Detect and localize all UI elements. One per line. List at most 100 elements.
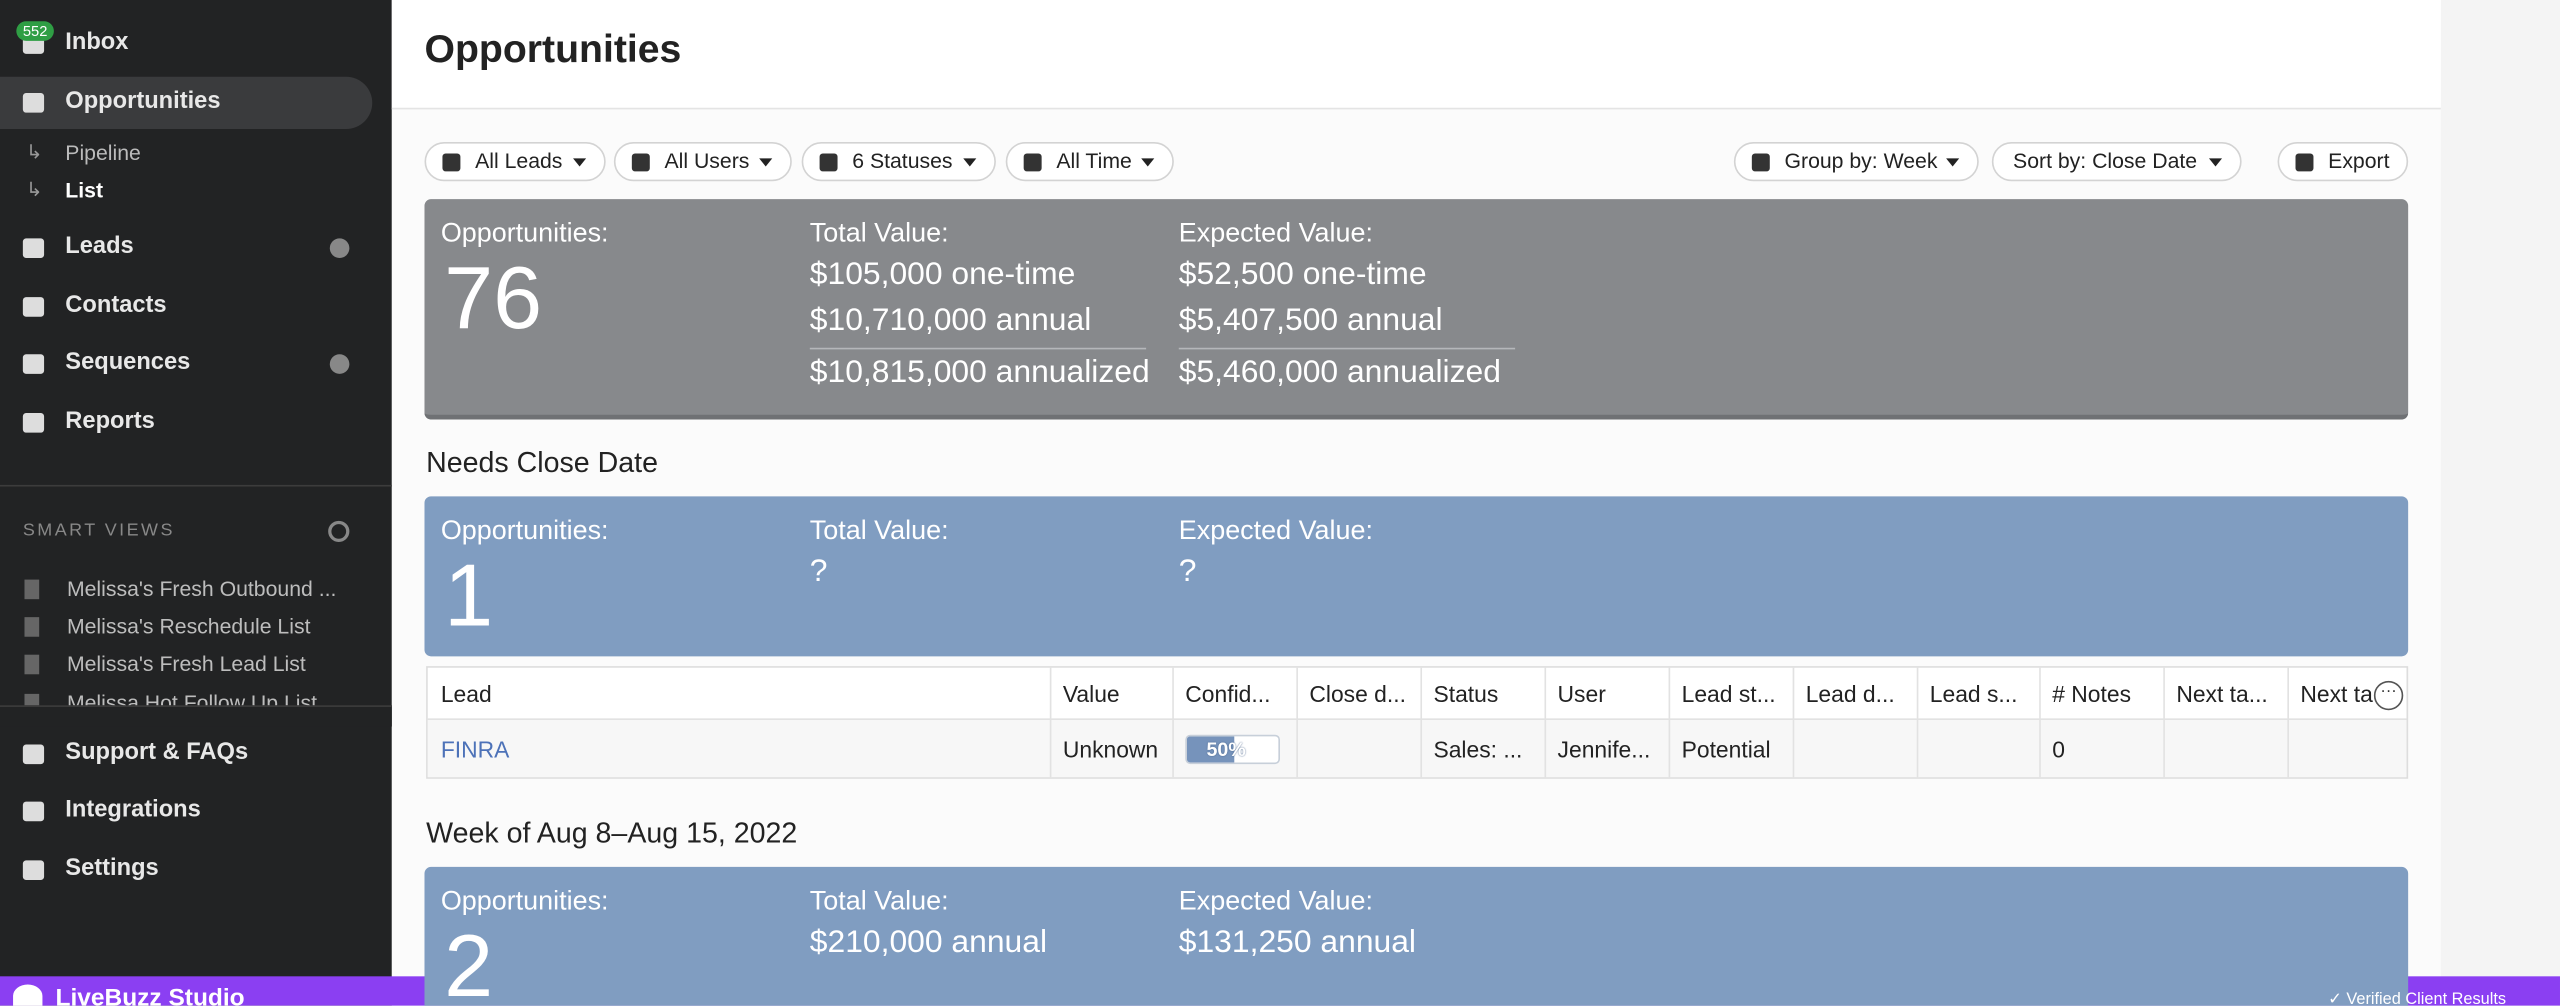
filter[interactable]: All Users	[613, 142, 792, 182]
column-header[interactable]: Status	[1433, 680, 1499, 707]
nav-icon	[22, 413, 45, 433]
cell: Potential	[1681, 736, 1771, 763]
column-divider	[1916, 667, 1919, 778]
nav-item[interactable]: Support & FAQs	[65, 739, 249, 766]
filter-label: 6 Statuses	[852, 148, 953, 174]
column-divider	[1296, 667, 1298, 778]
search-icon[interactable]	[328, 520, 350, 543]
nav-icon	[22, 801, 45, 822]
nav-icon	[22, 354, 45, 374]
expected-label: Expected Value:	[1178, 218, 1373, 249]
column-header[interactable]: Next ta...	[2176, 680, 2268, 707]
count: 1	[444, 546, 494, 645]
nav-item[interactable]: Settings	[65, 855, 159, 882]
nav-subitem[interactable]: List	[65, 177, 104, 203]
count-label: Opportunities:	[440, 218, 609, 249]
column-divider	[1792, 667, 1795, 778]
sub-arrow: ↳	[26, 140, 43, 164]
control-label: Export	[2328, 148, 2390, 174]
nav-icon	[22, 297, 45, 317]
nav-item[interactable]: Leads	[65, 233, 134, 260]
control[interactable]: Group by: Week	[1733, 142, 1979, 182]
expected-label: Expected Value:	[1178, 515, 1373, 546]
row-bg	[427, 719, 2407, 778]
nav-icon	[22, 860, 45, 880]
nav-item[interactable]: Opportunities	[65, 88, 221, 115]
column-divider	[2163, 667, 2165, 778]
column-header[interactable]: Lead d...	[1805, 680, 1895, 707]
filter-icon	[1023, 153, 1042, 172]
control-label: Sort by: Close Date	[2013, 148, 2198, 174]
count-label: Opportunities:	[440, 515, 609, 546]
count: 2	[444, 917, 494, 1006]
control-icon	[2295, 153, 2314, 172]
count-label: Opportunities:	[440, 886, 609, 916]
filter[interactable]: All Leads	[424, 142, 606, 182]
column-header[interactable]: Lead	[440, 680, 492, 707]
filter[interactable]: All Time	[1005, 142, 1174, 182]
nav-icon	[22, 744, 45, 765]
view-icon	[24, 654, 40, 675]
nav-subitem[interactable]: Pipeline	[65, 140, 141, 165]
column-divider	[2287, 667, 2289, 778]
control[interactable]: Export	[2277, 142, 2409, 182]
cell: Sales: ...	[1433, 736, 1523, 763]
smart-view[interactable]: Melissa's Fresh Outbound ...	[66, 576, 337, 601]
filter-label: All Leads	[475, 148, 563, 174]
expected-line: $52,500 one-time	[1178, 256, 1427, 293]
cell: Jennife...	[1557, 736, 1651, 763]
nav-item[interactable]: Contacts	[65, 292, 167, 319]
cell[interactable]: FINRA	[440, 736, 510, 763]
total-label: Total Value:	[809, 886, 949, 916]
total-label: Total Value:	[809, 515, 949, 546]
column-divider	[1420, 667, 1423, 778]
total: ?	[809, 553, 828, 590]
count: 76	[444, 249, 543, 348]
column-header[interactable]: Next ta	[2300, 680, 2373, 707]
filter-icon	[631, 153, 650, 172]
filter-icon	[819, 153, 838, 172]
nav-item[interactable]: Sequences	[65, 349, 191, 376]
smart-view[interactable]: Melissa's Fresh Lead List	[66, 651, 306, 676]
column-header[interactable]: Lead st...	[1681, 680, 1776, 707]
brand-logo	[13, 984, 43, 1006]
view-icon	[24, 579, 40, 600]
column-divider	[1049, 667, 1052, 778]
page-title: Opportunities	[424, 27, 682, 72]
badge: ✓ Verified Client Results	[2328, 991, 2507, 1006]
divider	[0, 484, 392, 487]
nav-item[interactable]: Reports	[65, 408, 155, 435]
column-header[interactable]: Confid...	[1185, 680, 1271, 707]
filter[interactable]: 6 Statuses	[801, 142, 996, 182]
control-label: Group by: Week	[1784, 148, 1938, 174]
nav-item[interactable]: Integrations	[65, 796, 201, 823]
nav-item[interactable]: Inbox	[65, 29, 129, 56]
sub-arrow: ↳	[26, 177, 43, 201]
more-icon[interactable]: ···	[2373, 680, 2404, 711]
column-header[interactable]: # Notes	[2052, 680, 2132, 707]
total: $210,000 annual	[809, 924, 1048, 960]
smart-view[interactable]: Melissa's Reschedule List	[66, 613, 311, 639]
header	[391, 0, 2441, 110]
column-divider	[2039, 667, 2041, 778]
column-header[interactable]: User	[1557, 680, 1606, 707]
group-panel	[424, 866, 2409, 1006]
column-header[interactable]: Close d...	[1309, 680, 1406, 707]
control[interactable]: Sort by: Close Date	[1991, 142, 2242, 182]
confidence-bar: 50%	[1185, 734, 1280, 765]
control-icon	[1751, 153, 1770, 172]
nav-active-bg	[0, 76, 373, 129]
column-divider	[1544, 667, 1547, 778]
section-heading: SMART VIEWS	[22, 520, 175, 541]
column-divider	[1172, 667, 1174, 778]
total-annualized: $10,815,000 annualized	[809, 354, 1150, 391]
add-icon[interactable]	[329, 354, 350, 374]
rule	[1178, 347, 1516, 350]
add-icon[interactable]	[329, 238, 350, 258]
group-heading: Week of Aug 8–Aug 15, 2022	[426, 816, 798, 849]
confidence-label: 50%	[1206, 737, 1246, 761]
column-header[interactable]: Lead s...	[1929, 680, 2018, 707]
header-rule	[427, 718, 2407, 720]
column-header[interactable]: Value	[1062, 680, 1120, 707]
